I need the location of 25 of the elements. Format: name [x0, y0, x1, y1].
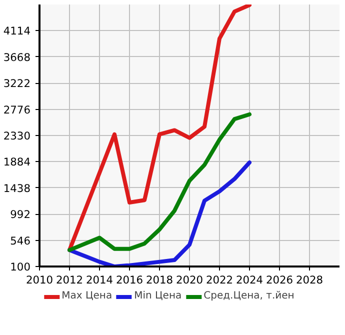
y-tick-label: 2776: [3, 103, 31, 116]
x-tick-label: 2014: [86, 274, 114, 286]
legend-label: Max Цена: [62, 290, 112, 302]
y-tick-label: 3668: [3, 50, 31, 64]
x-tick-label: 2026: [266, 274, 294, 286]
x-tick-label: 2028: [296, 274, 324, 286]
y-tick-label: 100: [10, 260, 31, 274]
x-tick-label: 2016: [116, 274, 144, 286]
x-tick-label: 2020: [176, 274, 204, 286]
x-tick-label: 2022: [206, 274, 234, 286]
y-tick-label: 1884: [3, 156, 31, 169]
legend-label: Min Цена: [134, 290, 182, 302]
y-tick-label: 1438: [3, 182, 31, 195]
legend-label: Сред.Цена, т.йен: [204, 290, 294, 302]
x-tick-label: 2010: [26, 274, 54, 286]
y-tick-label: 2330: [3, 130, 31, 142]
y-tick-label: 546: [10, 234, 31, 248]
y-tick-label: 3222: [3, 77, 31, 90]
line-series: [68, 160, 252, 266]
x-tick-label: 2018: [146, 274, 174, 286]
x-tick-label: 2012: [56, 274, 84, 286]
y-tick-label: 992: [10, 208, 31, 222]
line-series: [68, 112, 252, 252]
x-tick-label: 2024: [236, 274, 264, 286]
y-tick-label: 4114: [3, 24, 31, 38]
